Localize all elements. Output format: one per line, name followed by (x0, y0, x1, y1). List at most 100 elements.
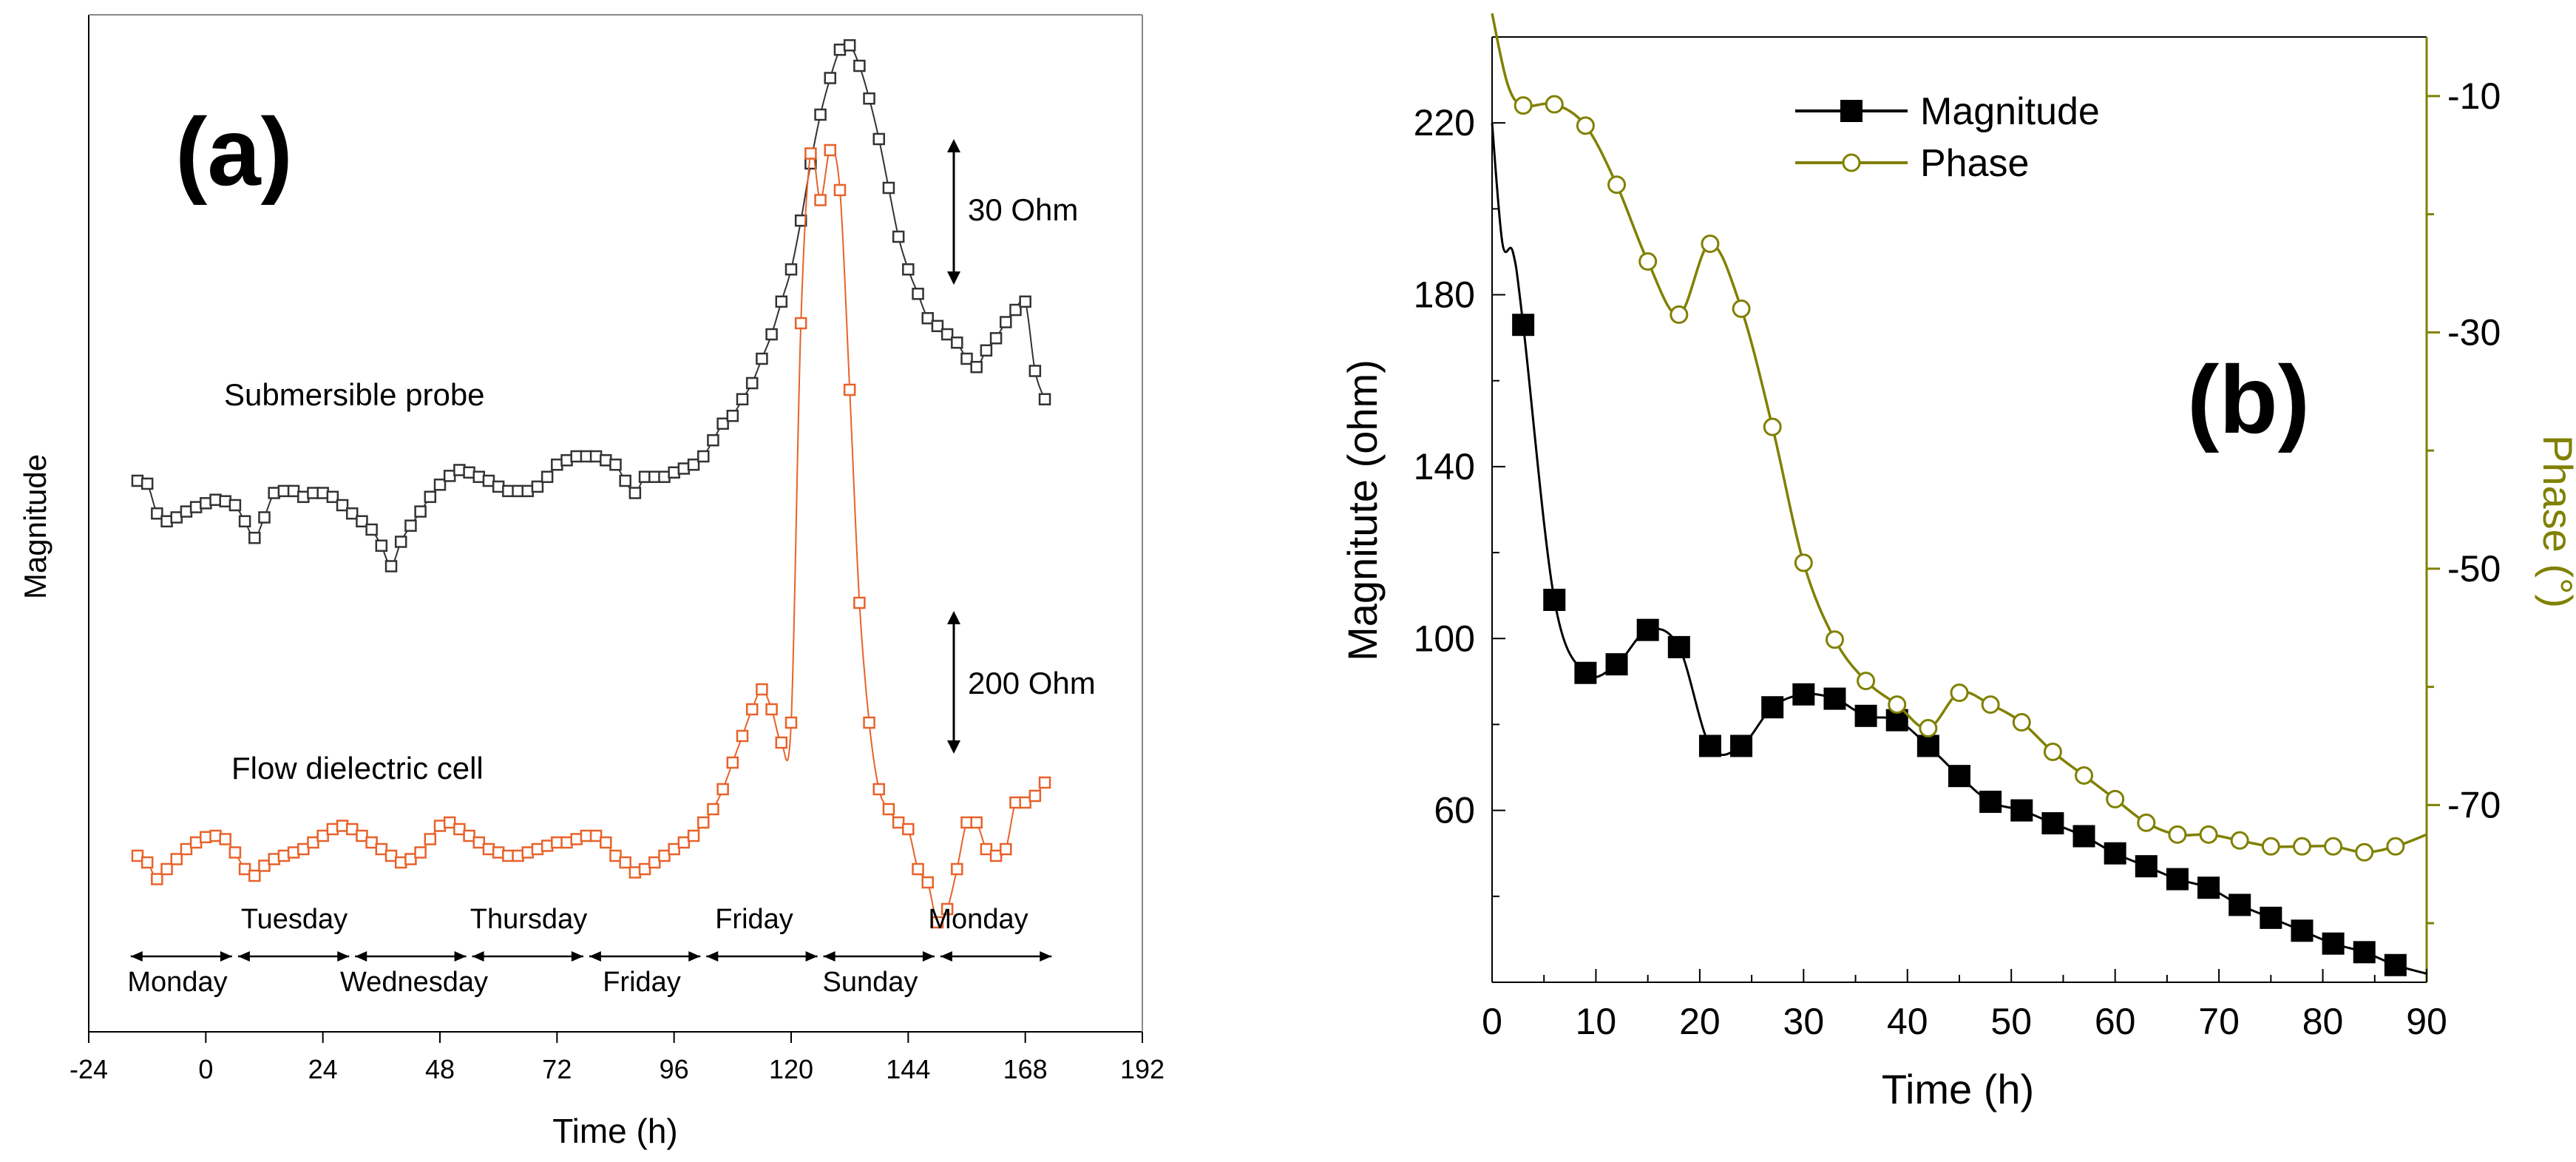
magnitude-point (1730, 734, 1753, 757)
probe-point (443, 470, 456, 482)
x-tick-label: 96 (660, 1054, 689, 1084)
cell-point (794, 317, 807, 330)
cell-point (580, 829, 593, 842)
probe-point (365, 523, 378, 536)
magnitude-point (1574, 661, 1597, 684)
probe-point (1000, 316, 1012, 328)
panel-b-x-ticks: 0 10 20 30 40 50 60 70 80 90 (1482, 969, 2447, 1042)
cell-point (843, 383, 856, 396)
magnitude-point (2197, 876, 2220, 899)
cell-point (219, 833, 231, 845)
phase-point (2230, 831, 2249, 850)
panel-a-x-tick-labels: -24 0 24 48 72 96 120 144 168 192 (70, 1054, 1165, 1084)
phase-point (2075, 766, 2094, 785)
day-arrow-head (454, 951, 467, 962)
cell-point (258, 859, 271, 872)
phase-point (2292, 837, 2311, 856)
probe-point (589, 450, 603, 463)
y-right-tick-label: -50 (2447, 548, 2501, 590)
cell-point (853, 596, 866, 609)
cell-point (140, 856, 154, 869)
cell-point (716, 783, 729, 796)
magnitude-point (1761, 696, 1784, 719)
probe-point (912, 287, 924, 300)
probe-point (189, 501, 203, 513)
magnitude-point (2260, 906, 2282, 929)
cell-point (824, 143, 837, 157)
day-arrow-head (706, 951, 719, 962)
cell-point (531, 842, 544, 856)
day-arrow-head (472, 951, 484, 962)
probe-point (609, 458, 622, 471)
probe-point (951, 336, 963, 349)
cell-point (600, 836, 612, 849)
cell-point (1000, 842, 1012, 856)
cell-point (912, 862, 924, 876)
magnitude-point (1948, 765, 1970, 788)
cell-point (238, 862, 251, 876)
probe-point (512, 484, 524, 498)
probe-point (551, 458, 563, 471)
day-upper-thursday: Thursday (470, 904, 587, 935)
magnitude-point (1698, 734, 1721, 757)
probe-point (170, 511, 183, 524)
y-right-tick-label: -10 (2447, 75, 2501, 117)
cell-point (756, 683, 768, 696)
panel-b-ylabel-left: Magnitute (ohm) (1339, 359, 1386, 661)
cell-point (228, 846, 242, 859)
probe-point (209, 493, 222, 506)
probe-point (492, 480, 505, 493)
cell-point (170, 853, 183, 865)
x-tick-label: 50 (1990, 1001, 2032, 1042)
phase-point (1638, 252, 1658, 271)
cell-point (570, 833, 583, 845)
probe-point (453, 464, 466, 476)
cell-point (863, 716, 875, 729)
x-tick-label: 60 (2095, 1001, 2136, 1042)
cell-point (609, 849, 622, 862)
day-arrow-head (337, 951, 350, 962)
probe-point (668, 466, 680, 479)
cell-point (482, 842, 495, 856)
panel-b-right-y-ticks: -10 -30 -50 -70 (2427, 75, 2501, 925)
cell-point (404, 853, 417, 865)
magnitude-point (2291, 919, 2314, 942)
cell-point (814, 194, 827, 206)
probe-point (843, 39, 856, 52)
cell-point (502, 849, 515, 862)
probe-point (677, 462, 691, 475)
probe-point (833, 43, 847, 56)
probe-point (775, 295, 788, 308)
x-tick-label: 48 (425, 1054, 455, 1084)
series-submersible-probe (131, 39, 1051, 572)
label-flow-dielectric-cell: Flow dielectric cell (231, 751, 484, 786)
series-flow-dielectric-cell (131, 143, 1051, 929)
probe-point (482, 474, 495, 487)
cell-point (726, 756, 739, 769)
cell-point (1019, 796, 1031, 809)
x-tick-label: 90 (2406, 1001, 2447, 1042)
probe-point (872, 132, 885, 146)
phase-point (1732, 299, 1751, 318)
day-arrow-head (589, 951, 601, 962)
legend-phase: Phase (1795, 142, 2029, 185)
day-arrow-head (823, 951, 835, 962)
cell-point (540, 840, 554, 852)
cell-point (892, 816, 905, 829)
phase-point (1825, 630, 1844, 649)
magnitude-point (2135, 855, 2158, 878)
day-arrow-head (571, 951, 583, 962)
probe-point (970, 360, 983, 374)
cell-point (151, 873, 163, 885)
cell-point (882, 803, 895, 816)
probe-point (687, 458, 700, 471)
scale-bar-top: 30 Ohm (947, 139, 1078, 285)
cell-point (775, 736, 788, 749)
cell-point (326, 822, 339, 836)
day-arrow-head (805, 951, 818, 962)
day-lower-sunday: Sunday (823, 967, 918, 998)
phase-point (2324, 837, 2343, 856)
cell-point (745, 703, 759, 716)
cell-point (277, 849, 291, 862)
magnitude-point (1667, 635, 1690, 658)
